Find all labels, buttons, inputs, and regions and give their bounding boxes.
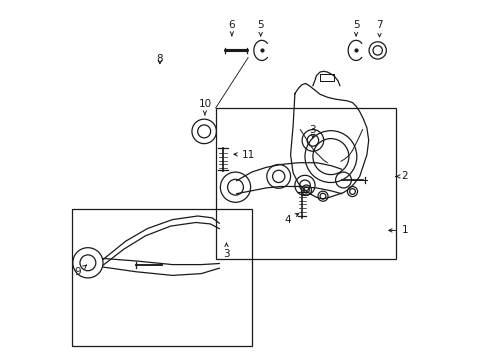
Text: 11: 11 [233, 150, 254, 160]
Text: 2: 2 [395, 171, 407, 181]
Text: 7: 7 [375, 20, 382, 37]
Text: 1: 1 [388, 225, 407, 235]
Text: 4: 4 [284, 213, 298, 225]
Text: 5: 5 [352, 20, 359, 36]
Bar [72, 209, 251, 346]
Text: 8: 8 [156, 54, 163, 64]
Text: 5: 5 [257, 20, 264, 36]
Text: 3: 3 [223, 243, 229, 259]
Bar [215, 108, 395, 259]
Text: 6: 6 [228, 20, 235, 36]
Text: 3: 3 [309, 125, 316, 138]
Text: 9: 9 [75, 265, 86, 277]
Text: 10: 10 [198, 99, 211, 115]
